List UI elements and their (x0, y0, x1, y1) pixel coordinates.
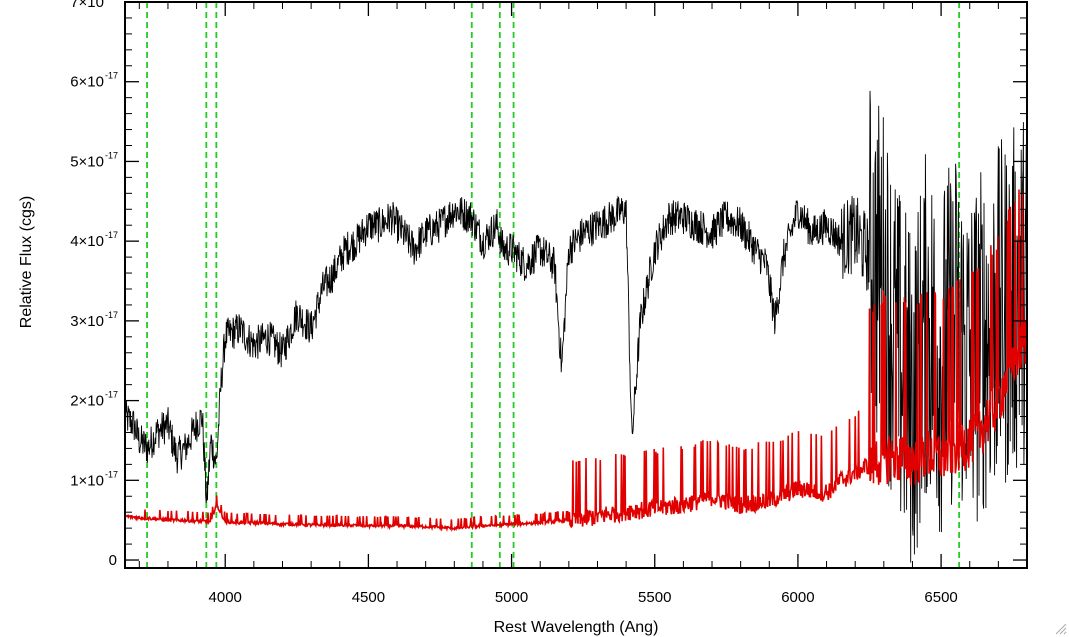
y-tick-exponent-7: -17 (105, 0, 118, 1)
x-tick-label-6500: 6500 (924, 589, 957, 606)
y-tick-exponent-3: -17 (105, 310, 118, 320)
x-axis-label: Rest Wavelength (Ang) (494, 619, 659, 636)
y-tick-label-3: 3×10 (70, 313, 104, 330)
y-tick-label-0: 0 (109, 552, 117, 569)
y-tick-label-1: 1×10 (70, 472, 104, 489)
y-tick-exponent-4: -17 (105, 230, 118, 240)
x-tick-label-4500: 4500 (352, 589, 385, 606)
y-tick-exponent-1: -17 (105, 469, 118, 479)
y-tick-label-2: 2×10 (70, 393, 104, 410)
x-tick-label-6000: 6000 (781, 589, 814, 606)
series-0-line (124, 90, 1028, 563)
x-tick-label-5500: 5500 (638, 589, 671, 606)
y-tick-label-6: 6×10 (70, 74, 104, 91)
y-tick-label-7: 7×10 (70, 0, 104, 11)
y-tick-exponent-2: -17 (105, 390, 118, 400)
y-tick-label-5: 5×10 (70, 153, 104, 170)
resize-grip-icon[interactable] (1055, 623, 1067, 635)
x-tick-label-5000: 5000 (495, 589, 528, 606)
series-1-line (124, 189, 1028, 533)
y-axis-label: Relative Flux (cgs) (18, 196, 35, 328)
plot-area (124, 2, 1028, 568)
y-tick-exponent-6: -17 (105, 71, 118, 81)
plot-frame (124, 1, 1028, 569)
x-tick-label-4000: 4000 (209, 589, 242, 606)
y-tick-label-4: 4×10 (70, 233, 104, 250)
y-tick-exponent-5: -17 (105, 150, 118, 160)
